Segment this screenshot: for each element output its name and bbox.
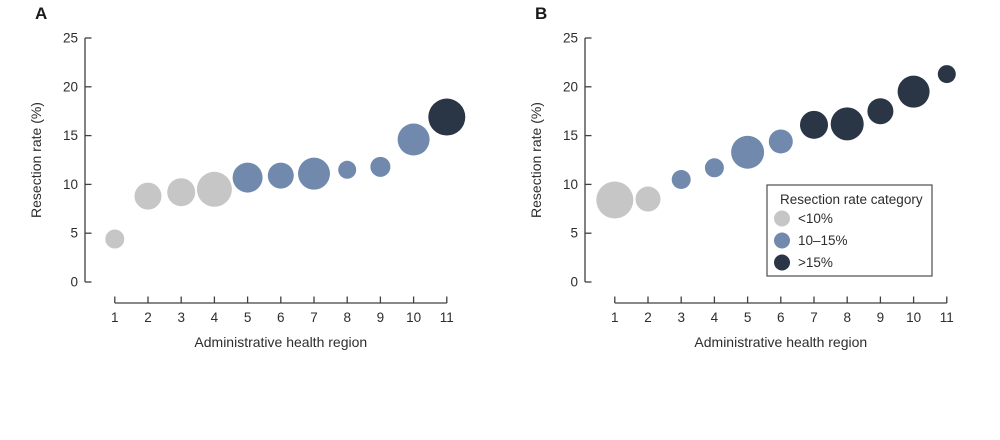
- x-tick-label: 6: [777, 310, 785, 325]
- y-tick-label: 0: [570, 275, 578, 290]
- bubble-region-1: [596, 181, 634, 219]
- bubble-region-6: [768, 129, 793, 154]
- bubble-region-11: [428, 98, 466, 136]
- legend-item-10-15-label: 10–15%: [798, 233, 848, 248]
- legend-swatch-10-15-icon: [774, 232, 790, 249]
- panel-b: B Resection rate (%) Administrative heal…: [500, 0, 1000, 370]
- x-tick-label: 1: [611, 310, 619, 325]
- y-tick-label: 10: [63, 177, 78, 192]
- panel-a: A Resection rate (%) Administrative heal…: [0, 0, 500, 370]
- x-tick-label: 8: [343, 310, 351, 325]
- panel-a-chart: A Resection rate (%) Administrative heal…: [28, 4, 466, 350]
- bubble-region-5: [232, 162, 263, 193]
- x-tick-label: 2: [144, 310, 152, 325]
- x-tick-label: 9: [377, 310, 385, 325]
- bubble-region-11: [937, 65, 956, 84]
- y-tick-label: 10: [563, 177, 578, 192]
- x-tick-label: 9: [877, 310, 885, 325]
- bubble-region-9: [370, 156, 391, 177]
- y-tick-label: 5: [70, 226, 78, 241]
- legend-swatch-lt10-icon: [774, 210, 790, 227]
- panel-b-label: B: [535, 4, 547, 23]
- x-tick-label: 10: [406, 310, 421, 325]
- panel-b-plot-area: 25 20 15 10 5 0 1 2 3 4 5 6 7 8 9 10 11: [563, 31, 956, 325]
- bubble-region-5: [731, 135, 765, 169]
- bubble-region-1: [105, 229, 125, 249]
- x-tick-label: 2: [644, 310, 652, 325]
- y-tick-label: 25: [63, 31, 78, 46]
- legend-box: [766, 184, 933, 277]
- x-tick-label: 6: [277, 310, 285, 325]
- y-tick-label: 5: [570, 226, 578, 241]
- x-tick-label: 5: [744, 310, 752, 325]
- x-tick-label: 3: [177, 310, 185, 325]
- legend-item-lt10-label: <10%: [798, 211, 833, 226]
- x-tick-label: 4: [211, 310, 219, 325]
- x-tick-label: 11: [440, 310, 454, 325]
- y-tick-label: 20: [563, 79, 578, 94]
- bubble-region-2: [134, 182, 162, 210]
- x-tick-label: 10: [906, 310, 921, 325]
- bubble-region-10: [897, 75, 930, 108]
- x-tick-label: 4: [711, 310, 719, 325]
- legend-title: Resection rate category: [780, 192, 923, 207]
- bubble-region-8: [338, 160, 357, 179]
- x-tick-label: 7: [310, 310, 318, 325]
- x-tick-label: 5: [244, 310, 252, 325]
- y-tick-label: 15: [563, 128, 578, 143]
- bubble-region-8: [830, 107, 864, 141]
- bubble-region-3: [167, 178, 196, 207]
- legend-swatch-gt15-icon: [774, 254, 790, 271]
- bubble-region-9: [867, 98, 894, 125]
- x-tick-label: 8: [843, 310, 851, 325]
- panel-a-plot-area: 25 20 15 10 5 0 1 2 3 4 5 6 7 8 9 10 11: [63, 31, 466, 325]
- panel-b-y-axis-title: Resection rate (%): [528, 102, 544, 218]
- panel-b-chart: B Resection rate (%) Administrative heal…: [528, 4, 956, 350]
- bubble-region-4: [196, 171, 232, 207]
- panel-a-x-axis-title: Administrative health region: [194, 334, 367, 350]
- x-tick-label: 1: [111, 310, 119, 325]
- y-tick-label: 0: [70, 275, 78, 290]
- legend: Resection rate category <10% 10–15% >15%: [766, 184, 933, 277]
- legend-item-gt15-label: >15%: [798, 255, 833, 270]
- bubble-region-10: [397, 123, 430, 156]
- y-tick-label: 15: [63, 128, 78, 143]
- panel-a-y-axis-title: Resection rate (%): [28, 102, 44, 218]
- bubble-region-7: [298, 157, 330, 190]
- panel-a-label: A: [35, 4, 47, 23]
- bubble-region-6: [267, 162, 294, 189]
- bubble-region-2: [635, 186, 661, 212]
- x-tick-label: 11: [940, 310, 954, 325]
- bubble-region-7: [800, 110, 828, 139]
- y-tick-label: 25: [563, 31, 578, 46]
- panel-b-x-axis-title: Administrative health region: [694, 334, 867, 350]
- bubble-region-4: [704, 158, 724, 178]
- x-tick-label: 3: [677, 310, 685, 325]
- bubble-region-3: [671, 170, 691, 190]
- y-tick-label: 20: [63, 79, 78, 94]
- x-tick-label: 7: [810, 310, 818, 325]
